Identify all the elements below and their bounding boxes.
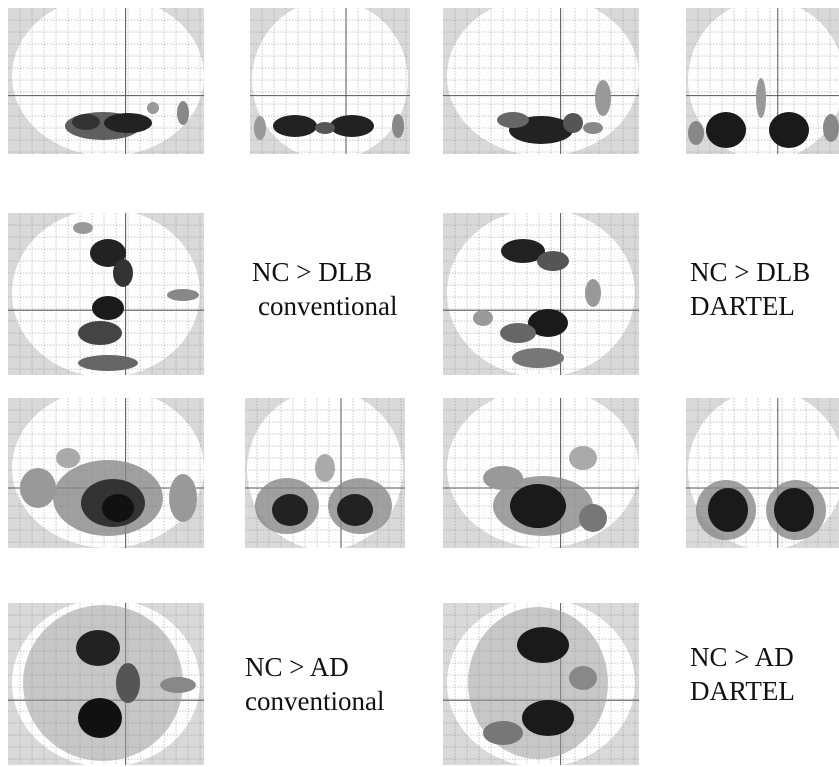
label-line-2: conventional bbox=[258, 291, 398, 321]
label-line-2: DARTEL bbox=[690, 291, 795, 321]
dlb-conventional-coronal-panel bbox=[250, 8, 410, 154]
dlb-dartel-sagittal-panel bbox=[443, 8, 639, 154]
label-nc-ad-conventional: NC > AD conventional bbox=[245, 650, 384, 718]
ad-dartel-sagittal-panel bbox=[443, 398, 639, 548]
glass-brain-sagittal-ad-dartel bbox=[443, 398, 639, 548]
label-line-1: NC > AD bbox=[245, 652, 349, 682]
glass-brain-coronal-ad-conventional bbox=[245, 398, 405, 548]
glass-brain-axial-ad-conventional bbox=[8, 603, 204, 765]
label-line-1: NC > DLB bbox=[690, 257, 811, 287]
glass-brain-sagittal-dlb-conventional bbox=[8, 8, 204, 154]
glass-brain-sagittal-dlb-dartel bbox=[443, 8, 639, 154]
glass-brain-axial-dlb-dartel bbox=[443, 213, 639, 375]
label-nc-dlb-conventional: NC > DLB conventional bbox=[252, 255, 397, 323]
ad-conventional-coronal-panel bbox=[245, 398, 405, 548]
label-line-2: DARTEL bbox=[690, 676, 795, 706]
label-nc-ad-dartel: NC > AD DARTEL bbox=[690, 640, 795, 708]
glass-brain-coronal-dlb-dartel bbox=[686, 8, 839, 154]
glass-brain-coronal-ad-dartel bbox=[686, 398, 839, 548]
ad-conventional-axial-panel bbox=[8, 603, 204, 765]
ad-conventional-sagittal-panel bbox=[8, 398, 204, 548]
dlb-conventional-axial-panel bbox=[8, 213, 204, 375]
label-line-1: NC > AD bbox=[690, 642, 794, 672]
dlb-dartel-axial-panel bbox=[443, 213, 639, 375]
glass-brain-axial-dlb-conventional bbox=[8, 213, 204, 375]
glass-brain-coronal-dlb-conventional bbox=[250, 8, 410, 154]
ad-dartel-axial-panel bbox=[443, 603, 639, 765]
ad-dartel-coronal-panel bbox=[686, 398, 839, 548]
glass-brain-sagittal-ad-conventional bbox=[8, 398, 204, 548]
dlb-dartel-coronal-panel bbox=[686, 8, 839, 154]
label-line-1: NC > DLB bbox=[252, 257, 373, 287]
glass-brain-axial-ad-dartel bbox=[443, 603, 639, 765]
label-nc-dlb-dartel: NC > DLB DARTEL bbox=[690, 255, 810, 323]
label-line-2: conventional bbox=[245, 686, 385, 716]
dlb-conventional-sagittal-panel bbox=[8, 8, 204, 154]
